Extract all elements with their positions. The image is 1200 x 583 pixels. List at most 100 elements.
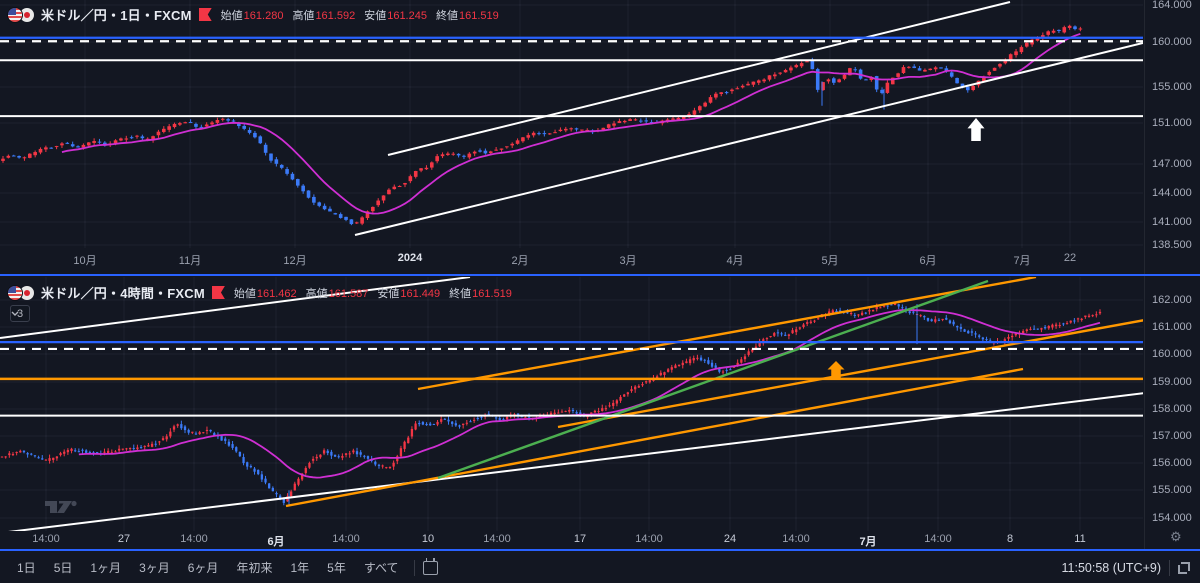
indicator-count: 3 — [17, 307, 24, 320]
moving-average-line — [78, 309, 1101, 479]
time-label: 8 — [1006, 533, 1014, 545]
price-label: 141.000 — [1152, 216, 1192, 228]
price-label: 156.000 — [1152, 457, 1192, 469]
moving-average-line — [61, 32, 1081, 215]
ohlc-low: 安値161.245 — [364, 9, 427, 22]
usdjpy-flag-icon — [8, 7, 34, 23]
ohlc-high: 高値161.587 — [305, 287, 369, 300]
time-label: 14:00 — [483, 533, 511, 545]
price-axis-4h[interactable]: 162.000 161.000 160.000 159.000 158.000 157.0… — [1146, 277, 1200, 531]
trendline-drawings[interactable] — [0, 277, 1143, 531]
gear-icon[interactable]: ⚙ — [1170, 529, 1182, 544]
trendline-drawings[interactable] — [354, 1, 1143, 236]
time-label: 14:00 — [332, 533, 360, 545]
price-label: 147.000 — [1152, 158, 1192, 170]
time-label: 7月 — [859, 536, 877, 548]
time-label: 14:00 — [924, 533, 952, 545]
price-label: 154.000 — [1152, 512, 1192, 524]
ohlc-close: 終値161.519 — [449, 287, 512, 300]
usdjpy-flag-icon — [8, 285, 34, 301]
horizontal-level-drawings[interactable] — [0, 36, 1143, 118]
time-label: 6月 — [267, 536, 285, 548]
price-label: 155.000 — [1152, 81, 1192, 93]
range-button-3ヶ月[interactable]: 3ヶ月 — [139, 561, 170, 575]
time-label: 4月 — [726, 255, 744, 267]
range-button-すべて[interactable]: すべて — [363, 561, 399, 575]
symbol-title-daily[interactable]: 米ドル／円・1日・FXCM — [41, 8, 192, 23]
price-label: 157.000 — [1152, 430, 1192, 442]
range-toolbar: 1日 5日 1ヶ月 3ヶ月 6ヶ月 年初来 1年 5年 すべて 11:50:58 (UTC+9) — [0, 552, 1200, 583]
toolbar-divider — [1169, 559, 1170, 576]
time-label: 6月 — [919, 255, 937, 267]
symbol-title-4h[interactable]: 米ドル／円・4時間・FXCM — [41, 286, 205, 301]
go-to-date-icon[interactable] — [422, 557, 438, 575]
range-button-1日[interactable]: 1日 — [17, 561, 36, 575]
range-buttons: 1日 5日 1ヶ月 3ヶ月 6ヶ月 年初来 1年 5年 すべて — [10, 556, 406, 579]
price-label: 164.000 — [1152, 0, 1192, 11]
time-label: 11 — [1074, 533, 1086, 545]
arrow-up-marker[interactable] — [967, 118, 985, 141]
price-label: 151.000 — [1152, 117, 1192, 129]
time-label: 10 — [421, 533, 435, 545]
symbol-header-daily[interactable]: 米ドル／円・1日・FXCM 始値161.280 高値161.592 安値161.… — [8, 5, 499, 24]
time-axis-daily[interactable]: 10月 11月 12月 2024 2月 3月 4月 5月 6月 7月 22 — [0, 250, 1143, 268]
time-label: 14:00 — [32, 533, 60, 545]
time-label: 27 — [117, 533, 131, 545]
price-label: 159.000 — [1152, 376, 1192, 388]
time-label: 3月 — [619, 255, 637, 267]
grid — [0, 277, 1143, 531]
time-label: 24 — [723, 533, 737, 545]
horizontal-level-drawings[interactable] — [0, 341, 1143, 417]
price-label: 144.000 — [1152, 187, 1192, 199]
daily-chart-canvas[interactable] — [0, 0, 1143, 248]
symbol-header-4h[interactable]: 米ドル／円・4時間・FXCM 始値161.462 高値161.587 安値161… — [8, 283, 512, 302]
time-label: 7月 — [1013, 255, 1031, 267]
ohlc-high: 高値161.592 — [292, 9, 356, 22]
time-label: 22 — [1063, 252, 1077, 264]
arrow-up-marker[interactable] — [827, 361, 845, 380]
symbol-marker-icon — [211, 286, 225, 299]
time-axis-4h[interactable]: 14:00 27 14:00 6月 14:00 10 14:00 17 14:00 24 14:00… — [0, 531, 1143, 549]
ohlc-open: 始値161.280 — [220, 9, 284, 22]
candlestick-series — [0, 301, 1102, 506]
time-label: 14:00 — [180, 533, 208, 545]
ohlc-open: 始値161.462 — [233, 287, 297, 300]
time-label: 11月 — [178, 255, 202, 267]
range-button-1ヶ月[interactable]: 1ヶ月 — [90, 561, 122, 575]
price-label: 138.500 — [1152, 239, 1192, 251]
panel-separator-bottom — [0, 549, 1200, 551]
time-label: 12月 — [283, 255, 307, 267]
time-label: 2月 — [511, 255, 529, 267]
indicators-collapse-chip[interactable]: 3 — [10, 305, 31, 322]
candlestick-series — [1, 24, 1083, 226]
price-label: 160.000 — [1152, 36, 1192, 48]
price-label: 161.000 — [1152, 321, 1192, 333]
4h-chart-canvas[interactable] — [0, 277, 1143, 531]
panel-separator-top — [0, 274, 1200, 276]
range-button-5日[interactable]: 5日 — [53, 561, 73, 575]
ohlc-low: 安値161.449 — [377, 287, 441, 300]
range-button-年初来[interactable]: 年初来 — [236, 561, 273, 575]
time-label: 17 — [573, 533, 587, 545]
range-button-1年[interactable]: 1年 — [290, 561, 310, 575]
time-label: 14:00 — [635, 533, 663, 545]
price-label: 158.000 — [1152, 403, 1192, 415]
price-label: 162.000 — [1152, 294, 1192, 306]
clock: 11:50:58 (UTC+9) — [1061, 560, 1161, 575]
time-label: 14:00 — [782, 533, 810, 545]
fullscreen-icon[interactable] — [1178, 561, 1190, 574]
price-axis-daily[interactable]: 164.000 160.000 155.000 151.000 147.000 144.0… — [1146, 0, 1200, 251]
symbol-marker-icon — [198, 8, 212, 21]
grid — [0, 0, 1143, 248]
toolbar-divider — [413, 559, 415, 576]
time-label: 2024 — [397, 252, 423, 264]
range-button-6ヶ月[interactable]: 6ヶ月 — [187, 561, 219, 575]
chevron-down-icon — [11, 311, 19, 316]
price-label: 155.000 — [1152, 484, 1192, 496]
ohlc-close: 終値161.519 — [435, 9, 499, 22]
time-label: 5月 — [821, 255, 839, 267]
price-label: 160.000 — [1152, 348, 1192, 360]
time-label: 10月 — [73, 255, 97, 267]
range-button-5年[interactable]: 5年 — [327, 561, 346, 575]
